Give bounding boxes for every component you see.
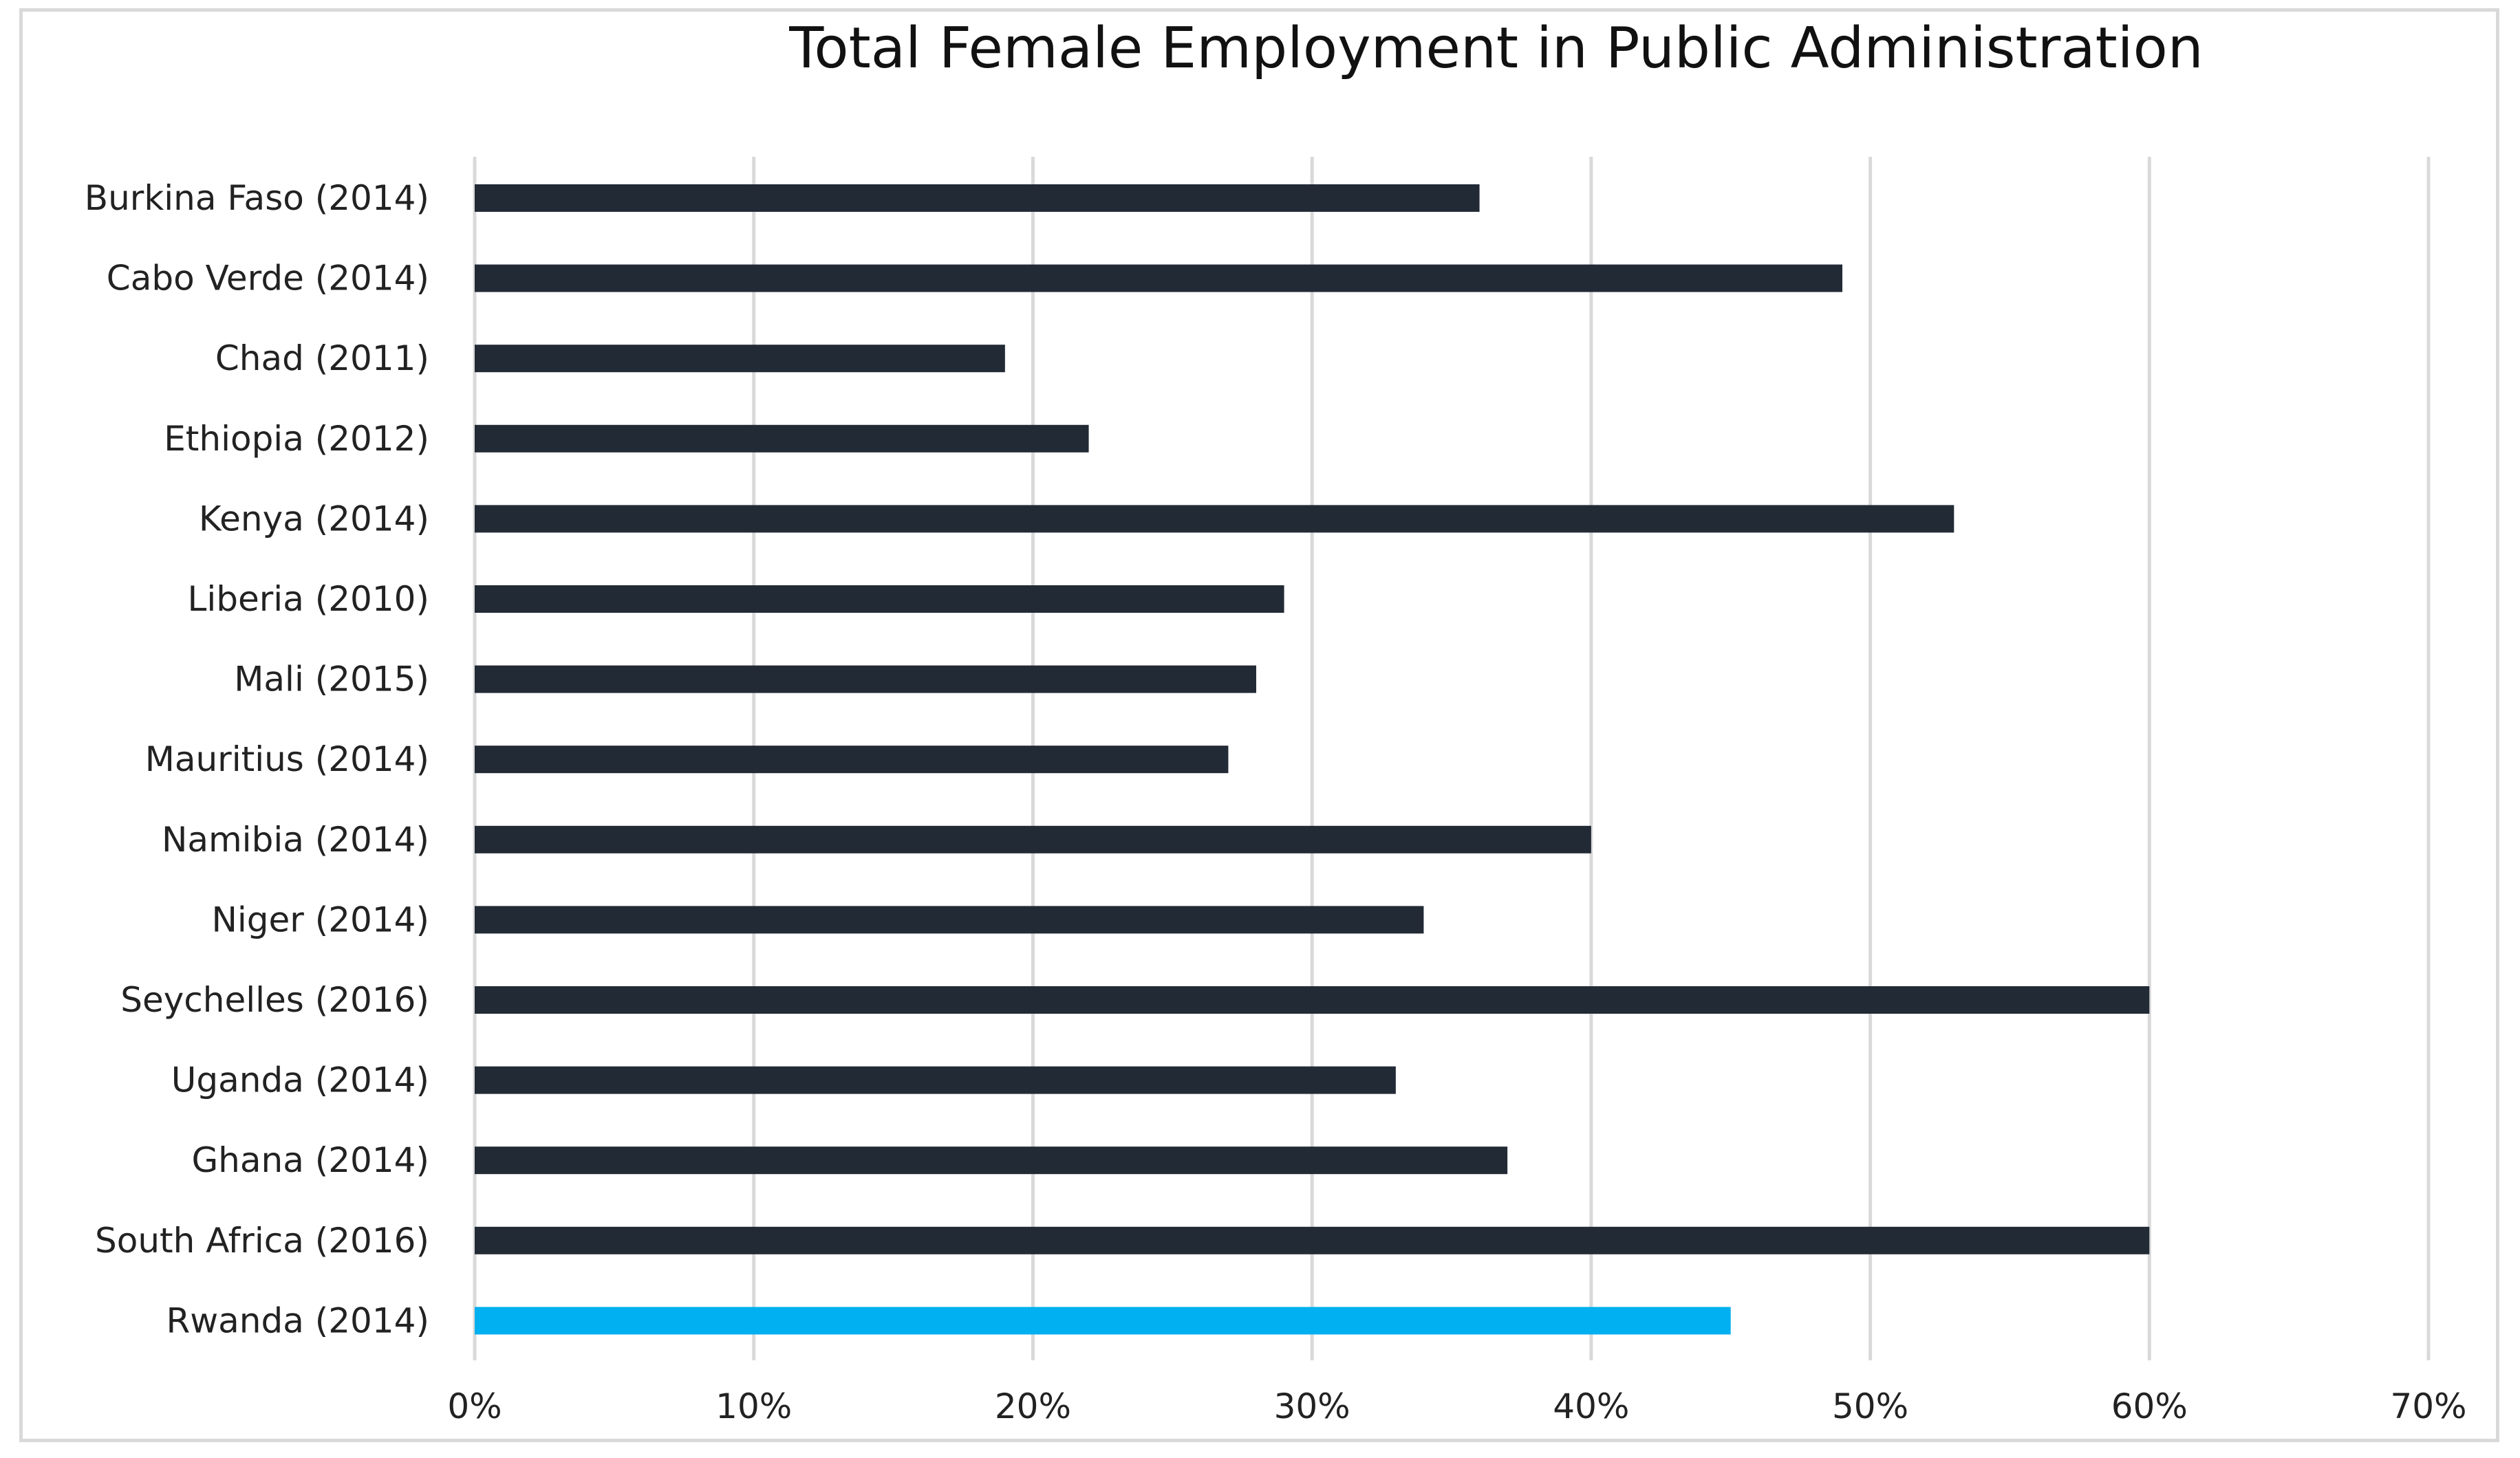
category-label: Niger (2014)	[211, 900, 429, 939]
bar-mauritius-2014	[475, 746, 1229, 774]
chart-title: Total Female Employment in Public Admini…	[788, 16, 2203, 81]
x-axis-tick-labels: 0% 10% 20% 30% 40% 50% 60% 70%	[447, 1386, 2466, 1426]
category-label: Cabo Verde (2014)	[107, 259, 429, 298]
bar-mali-2015	[475, 665, 1256, 693]
x-tick-label: 0%	[447, 1386, 502, 1426]
category-label: Burkina Faso (2014)	[85, 178, 429, 218]
bar-south-africa-2016	[475, 1226, 2150, 1254]
category-label: South Africa (2016)	[95, 1221, 429, 1261]
x-tick-label: 50%	[1832, 1386, 1908, 1426]
bar-rwanda-2014	[475, 1307, 1731, 1335]
category-label: Ghana (2014)	[191, 1140, 429, 1180]
bar-namibia-2014	[475, 825, 1591, 853]
category-label: Rwanda (2014)	[166, 1301, 430, 1340]
bar-kenya-2014	[475, 505, 1954, 533]
category-label: Chad (2011)	[215, 338, 429, 378]
x-tick-label: 40%	[1553, 1386, 1629, 1426]
category-label: Kenya (2014)	[199, 499, 429, 538]
bar-cabo-verde-2014	[475, 264, 1842, 292]
category-label: Namibia (2014)	[162, 820, 429, 860]
bars	[475, 184, 2150, 1335]
bar-seychelles-2016	[475, 986, 2150, 1014]
bar-ethiopia-2012	[475, 424, 1089, 453]
bar-ghana-2014	[475, 1146, 1508, 1175]
category-labels: Burkina Faso (2014) Cabo Verde (2014) Chad…	[85, 178, 429, 1340]
x-tick-label: 10%	[715, 1386, 792, 1426]
category-label: Ethiopia (2012)	[164, 419, 429, 459]
chart-frame	[19, 8, 2499, 1442]
bar-burkina-faso-2014	[475, 184, 1480, 212]
category-label: Liberia (2010)	[188, 579, 430, 619]
category-label: Mauritius (2014)	[145, 739, 429, 779]
category-label: Mali (2015)	[234, 660, 429, 699]
bar-liberia-2010	[475, 585, 1284, 613]
x-tick-label: 20%	[995, 1386, 1071, 1426]
x-tick-label: 30%	[1274, 1386, 1350, 1426]
x-tick-label: 70%	[2390, 1386, 2466, 1426]
bar-niger-2014	[475, 906, 1424, 934]
category-label: Seychelles (2016)	[120, 980, 429, 1020]
bar-chad-2011	[475, 345, 1005, 373]
bar-uganda-2014	[475, 1066, 1396, 1094]
x-tick-label: 60%	[2111, 1386, 2188, 1426]
category-label: Uganda (2014)	[171, 1060, 429, 1100]
